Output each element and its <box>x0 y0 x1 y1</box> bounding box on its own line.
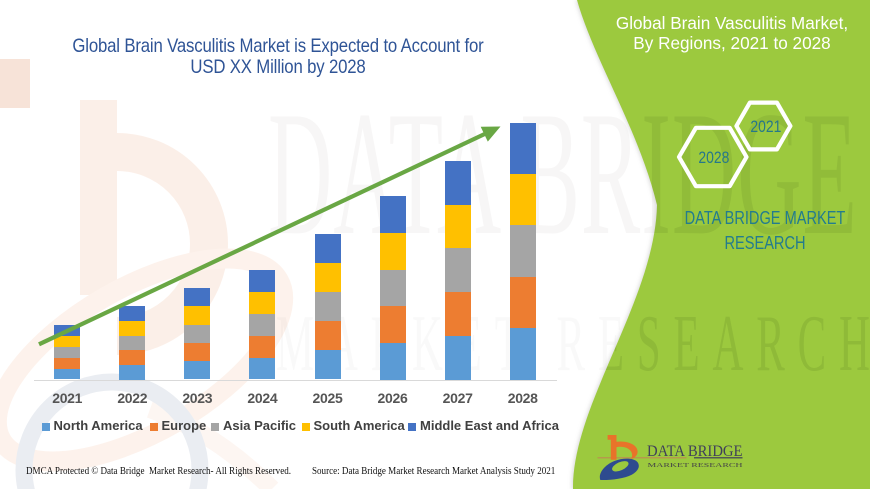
svg-text:DATA BRIDGE: DATA BRIDGE <box>647 443 743 460</box>
svg-text:MARKET RESEARCH: MARKET RESEARCH <box>648 462 744 469</box>
